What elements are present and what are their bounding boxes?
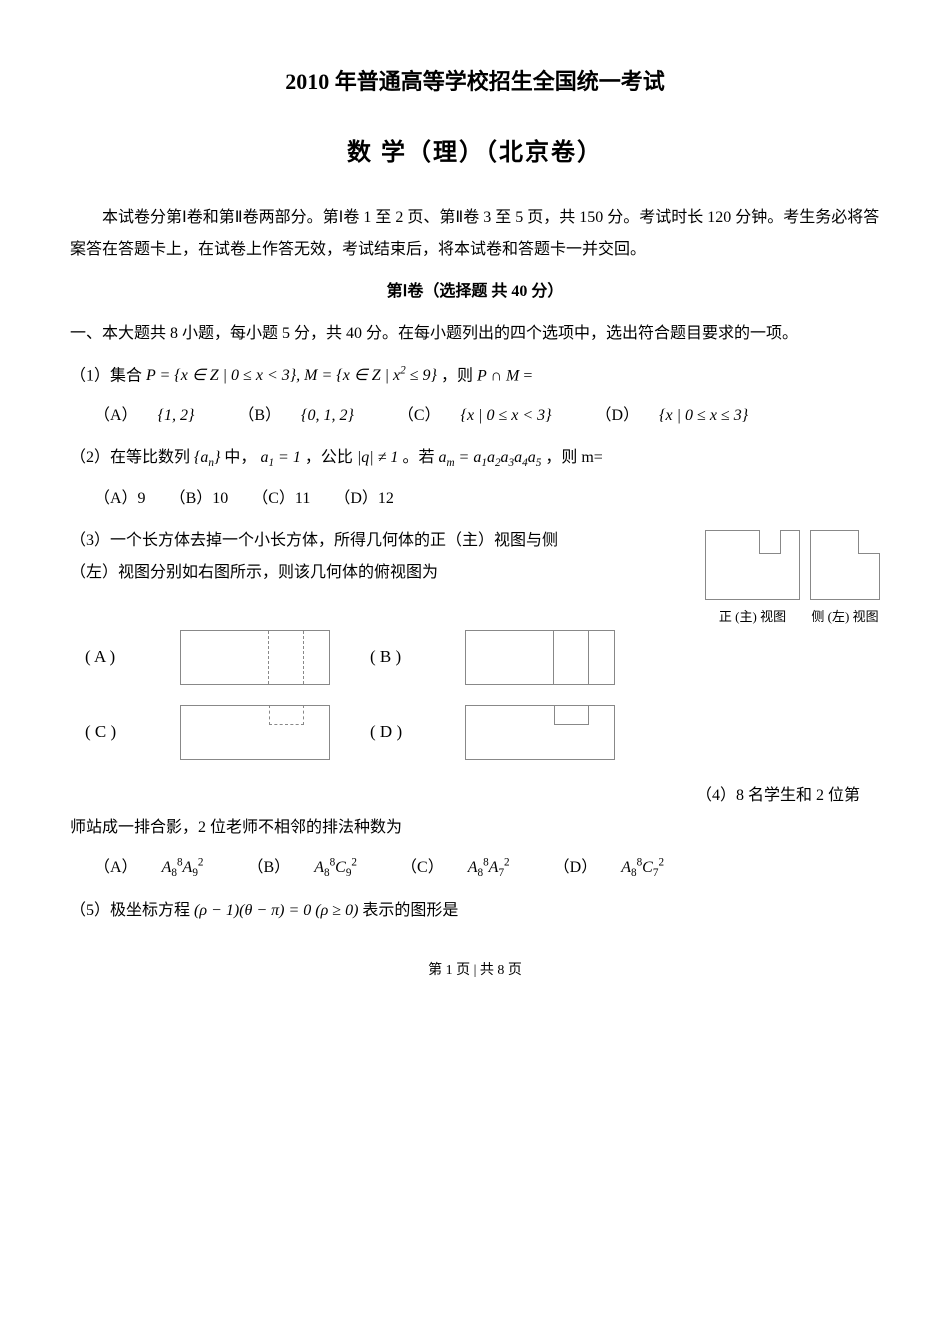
q3-option-c-figure <box>180 705 330 760</box>
q1-formula-2: P ∩ M <box>477 367 519 384</box>
q3-option-d-figure <box>465 705 615 760</box>
q2-option-d: （D）12 <box>334 490 394 507</box>
q3-option-a-figure <box>180 630 330 685</box>
q1-option-a: （A）{1, 2} <box>94 407 214 424</box>
q3-option-b-figure <box>465 630 615 685</box>
q3-option-d-label: ( D ) <box>370 715 425 749</box>
q1-option-b: （B）{0, 1, 2} <box>238 407 373 424</box>
q1-option-c: （C）{x | 0 ≤ x < 3} <box>398 407 572 424</box>
q3-option-c-label: ( C ) <box>85 715 140 749</box>
side-view-figure <box>810 530 880 600</box>
q3-line2: （左）视图分别如右图所示，则该几何体的俯视图为 <box>70 557 695 589</box>
q2-f1: {an} <box>194 449 220 466</box>
exam-subtitle: 数 学（理）（北京卷） <box>70 129 880 177</box>
side-view-label: 侧 (左) 视图 <box>810 604 880 630</box>
q4-option-d: （D） A88C72 <box>554 859 684 876</box>
q4-line1: （4）8 名学生和 2 位第 <box>70 780 880 812</box>
q1-suffix: = <box>523 367 532 384</box>
question-5: （5）极坐标方程 (ρ − 1)(θ − π) = 0 (ρ ≥ 0) 表示的图… <box>70 895 880 927</box>
q4-option-c: （C） A88A72 <box>401 859 530 876</box>
q2-f3: |q| ≠ 1 <box>357 449 399 466</box>
q1-prefix: （1）集合 <box>70 367 142 384</box>
q5-prefix: （5）极坐标方程 <box>70 902 190 919</box>
q1-option-d: （D）{x | 0 ≤ x ≤ 3} <box>596 407 769 424</box>
main-view-figure <box>705 530 800 600</box>
q4-option-b: （B） A88C92 <box>248 859 378 876</box>
q2-option-c: （C）11 <box>252 490 310 507</box>
section-1-instruction: 一、本大题共 8 小题，每小题 5 分，共 40 分。在每小题列出的四个选项中，… <box>70 318 880 350</box>
q2-f2: a1 = 1 <box>260 449 300 466</box>
q3-line1: （3）一个长方体去掉一个小长方体，所得几何体的正（主）视图与侧 <box>70 525 695 557</box>
q5-suffix: 表示的图形是 <box>362 902 458 919</box>
q2-option-b: （B）10 <box>170 490 229 507</box>
main-view-label: 正 (主) 视图 <box>705 604 800 630</box>
q2-option-a: （A）9 <box>94 490 146 507</box>
exam-title: 2010 年普通高等学校招生全国统一考试 <box>70 60 880 104</box>
q4-option-a: （A） A88A92 <box>94 859 224 876</box>
q3-reference-views: 正 (主) 视图 侧 (左) 视图 <box>705 530 880 630</box>
q3-option-a-label: ( A ) <box>85 640 140 674</box>
q1-mid: ，则 <box>441 367 473 384</box>
page-footer: 第 1 页 | 共 8 页 <box>70 957 880 985</box>
question-3: （3）一个长方体去掉一个小长方体，所得几何体的正（主）视图与侧 （左）视图分别如… <box>70 525 880 760</box>
section-1-header: 第Ⅰ卷（选择题 共 40 分） <box>70 276 880 308</box>
question-1: （1）集合 P = {x ∈ Z | 0 ≤ x < 3}, M = {x ∈ … <box>70 360 880 432</box>
q3-options: ( A ) ( B ) ( C ) ( D ) <box>70 630 880 760</box>
q5-formula: (ρ − 1)(θ − π) = 0 (ρ ≥ 0) <box>194 902 358 919</box>
q4-line2: 师站成一排合影，2 位老师不相邻的排法种数为 <box>70 812 880 844</box>
q2-prefix: （2）在等比数列 <box>70 449 190 466</box>
question-4: （4）8 名学生和 2 位第 师站成一排合影，2 位老师不相邻的排法种数为 （A… <box>70 780 880 885</box>
q1-formula-1: P = {x ∈ Z | 0 ≤ x < 3}, M = {x ∈ Z | x2… <box>146 367 437 384</box>
exam-intro: 本试卷分第Ⅰ卷和第Ⅱ卷两部分。第Ⅰ卷 1 至 2 页、第Ⅱ卷 3 至 5 页，共… <box>70 202 880 266</box>
question-2: （2）在等比数列 {an} 中， a1 = 1 ，公比 |q| ≠ 1 。若 a… <box>70 442 880 515</box>
q3-option-b-label: ( B ) <box>370 640 425 674</box>
q2-f4: am = a1a2a3a4a5 <box>438 449 541 466</box>
